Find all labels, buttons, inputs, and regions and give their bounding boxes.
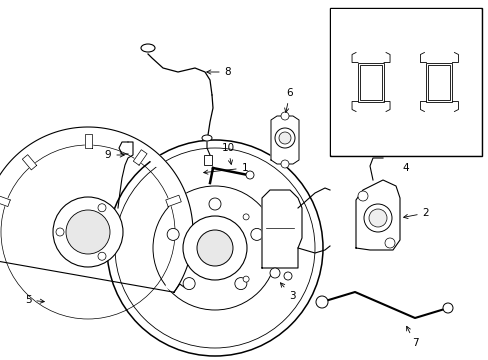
Text: 3: 3 [280, 283, 295, 301]
Circle shape [183, 216, 246, 280]
Bar [330, 9, 480, 155]
Circle shape [53, 197, 123, 267]
Polygon shape [133, 150, 147, 165]
Circle shape [66, 210, 110, 254]
Circle shape [115, 148, 314, 348]
Circle shape [243, 214, 248, 220]
Polygon shape [84, 134, 91, 148]
Text: 7: 7 [406, 326, 417, 348]
Text: 4: 4 [402, 163, 408, 173]
Circle shape [279, 132, 290, 144]
Circle shape [245, 171, 253, 179]
Bar [357, 63, 383, 102]
Circle shape [281, 112, 288, 120]
Circle shape [107, 140, 323, 356]
Bar [426, 63, 451, 102]
Circle shape [368, 209, 386, 227]
Text: 10: 10 [221, 143, 234, 165]
Circle shape [357, 191, 367, 201]
Circle shape [363, 204, 391, 232]
Polygon shape [0, 195, 10, 207]
Circle shape [234, 278, 246, 289]
Circle shape [56, 228, 64, 236]
Circle shape [98, 204, 106, 212]
Bar [359, 64, 381, 99]
Circle shape [284, 272, 291, 280]
Polygon shape [0, 127, 193, 292]
Circle shape [274, 128, 294, 148]
Circle shape [384, 238, 394, 248]
Circle shape [153, 186, 276, 310]
Circle shape [281, 160, 288, 168]
Text: 1: 1 [203, 163, 248, 174]
Circle shape [208, 198, 221, 210]
Circle shape [442, 303, 452, 313]
Bar [203, 155, 212, 165]
Text: 9: 9 [104, 150, 124, 160]
Circle shape [167, 228, 179, 240]
Bar [329, 8, 481, 156]
Circle shape [183, 278, 195, 289]
Circle shape [315, 296, 327, 308]
Text: 5: 5 [24, 295, 44, 305]
Polygon shape [262, 190, 302, 268]
Polygon shape [165, 195, 181, 207]
Bar [427, 64, 449, 99]
Text: 2: 2 [403, 208, 428, 219]
Text: 6: 6 [284, 88, 293, 112]
Text: 8: 8 [206, 67, 231, 77]
Ellipse shape [141, 44, 155, 52]
Polygon shape [270, 116, 298, 164]
Circle shape [243, 276, 248, 282]
Circle shape [197, 230, 232, 266]
Circle shape [250, 228, 263, 240]
Circle shape [269, 268, 280, 278]
Circle shape [98, 252, 106, 260]
Polygon shape [22, 155, 37, 170]
Polygon shape [355, 180, 399, 250]
Ellipse shape [202, 135, 212, 141]
